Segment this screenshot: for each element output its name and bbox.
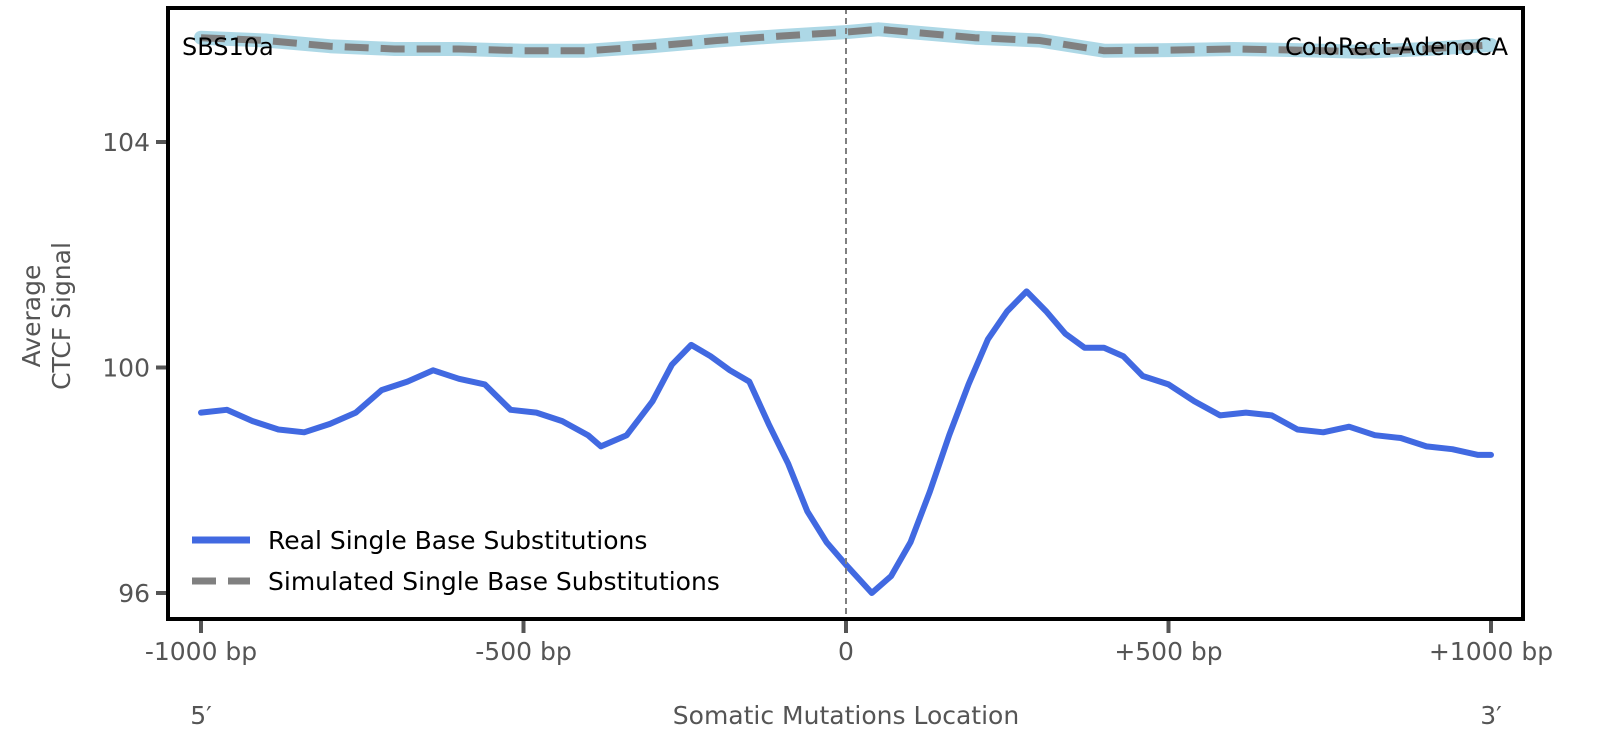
simulated-series-line [200,25,1492,56]
y-tick-label: 100 [102,354,150,383]
y-tick-label: 96 [118,579,150,608]
x-tick-label: -1000 bp [145,637,257,666]
y-axis-title-line-1: Average [17,265,46,368]
y-tick-label: 104 [102,128,150,157]
real-series-line [198,288,1494,596]
y-axis-title-line-2: CTCF Signal [47,242,76,390]
five-prime-label: 5′ [190,701,212,730]
legend: Real Single Base Substitutions Simulated… [192,526,720,596]
legend-label-simulated: Simulated Single Base Substitutions [268,567,720,596]
x-axis-title: Somatic Mutations Location [673,701,1019,730]
x-tick-label: 0 [838,637,854,666]
three-prime-label: 3′ [1480,701,1502,730]
x-tick-label: +500 bp [1114,637,1222,666]
cancer-type-annotation: ColoRect-AdenoCA [1285,33,1509,61]
x-tick-label: -500 bp [475,637,571,666]
signature-annotation: SBS10a [182,33,274,61]
legend-label-real: Real Single Base Substitutions [268,526,647,555]
ticks-layer: -1000 bp -500 bp 0 +500 bp +1000 bp 96 100 104 [102,128,1553,666]
plot-frame [166,6,1525,621]
series-layer [194,22,1498,596]
x-tick-label: +1000 bp [1429,637,1553,666]
